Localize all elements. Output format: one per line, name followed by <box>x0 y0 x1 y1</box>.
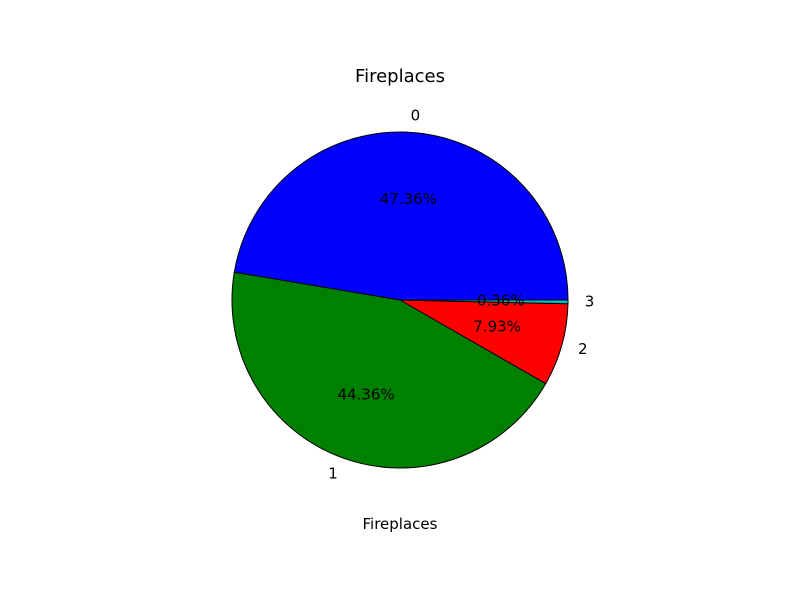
pie-category-label-3: 3 <box>585 293 595 311</box>
pie-percent-label-2: 7.93% <box>473 318 521 336</box>
pie-category-labels: 0 1 2 3 <box>328 106 594 482</box>
pie-slice-3 <box>399 299 569 305</box>
pie-slice-1 <box>231 271 547 469</box>
pie-percent-labels: 47.36% 44.36% 7.93% 0.36% <box>337 190 524 403</box>
chart-title: Fireplaces <box>355 66 445 87</box>
pie-category-label-1: 1 <box>328 465 338 483</box>
pie-category-label-0: 0 <box>411 106 421 124</box>
pie-category-label-2: 2 <box>578 340 588 358</box>
pie-percent-label-0: 47.36% <box>380 190 437 208</box>
pie-percent-label-1: 44.36% <box>337 385 394 403</box>
pie-slices <box>231 131 569 469</box>
pie-slice-0 <box>233 131 569 301</box>
x-axis-label: Fireplaces <box>363 515 438 533</box>
pie-percent-label-3: 0.36% <box>477 292 525 310</box>
